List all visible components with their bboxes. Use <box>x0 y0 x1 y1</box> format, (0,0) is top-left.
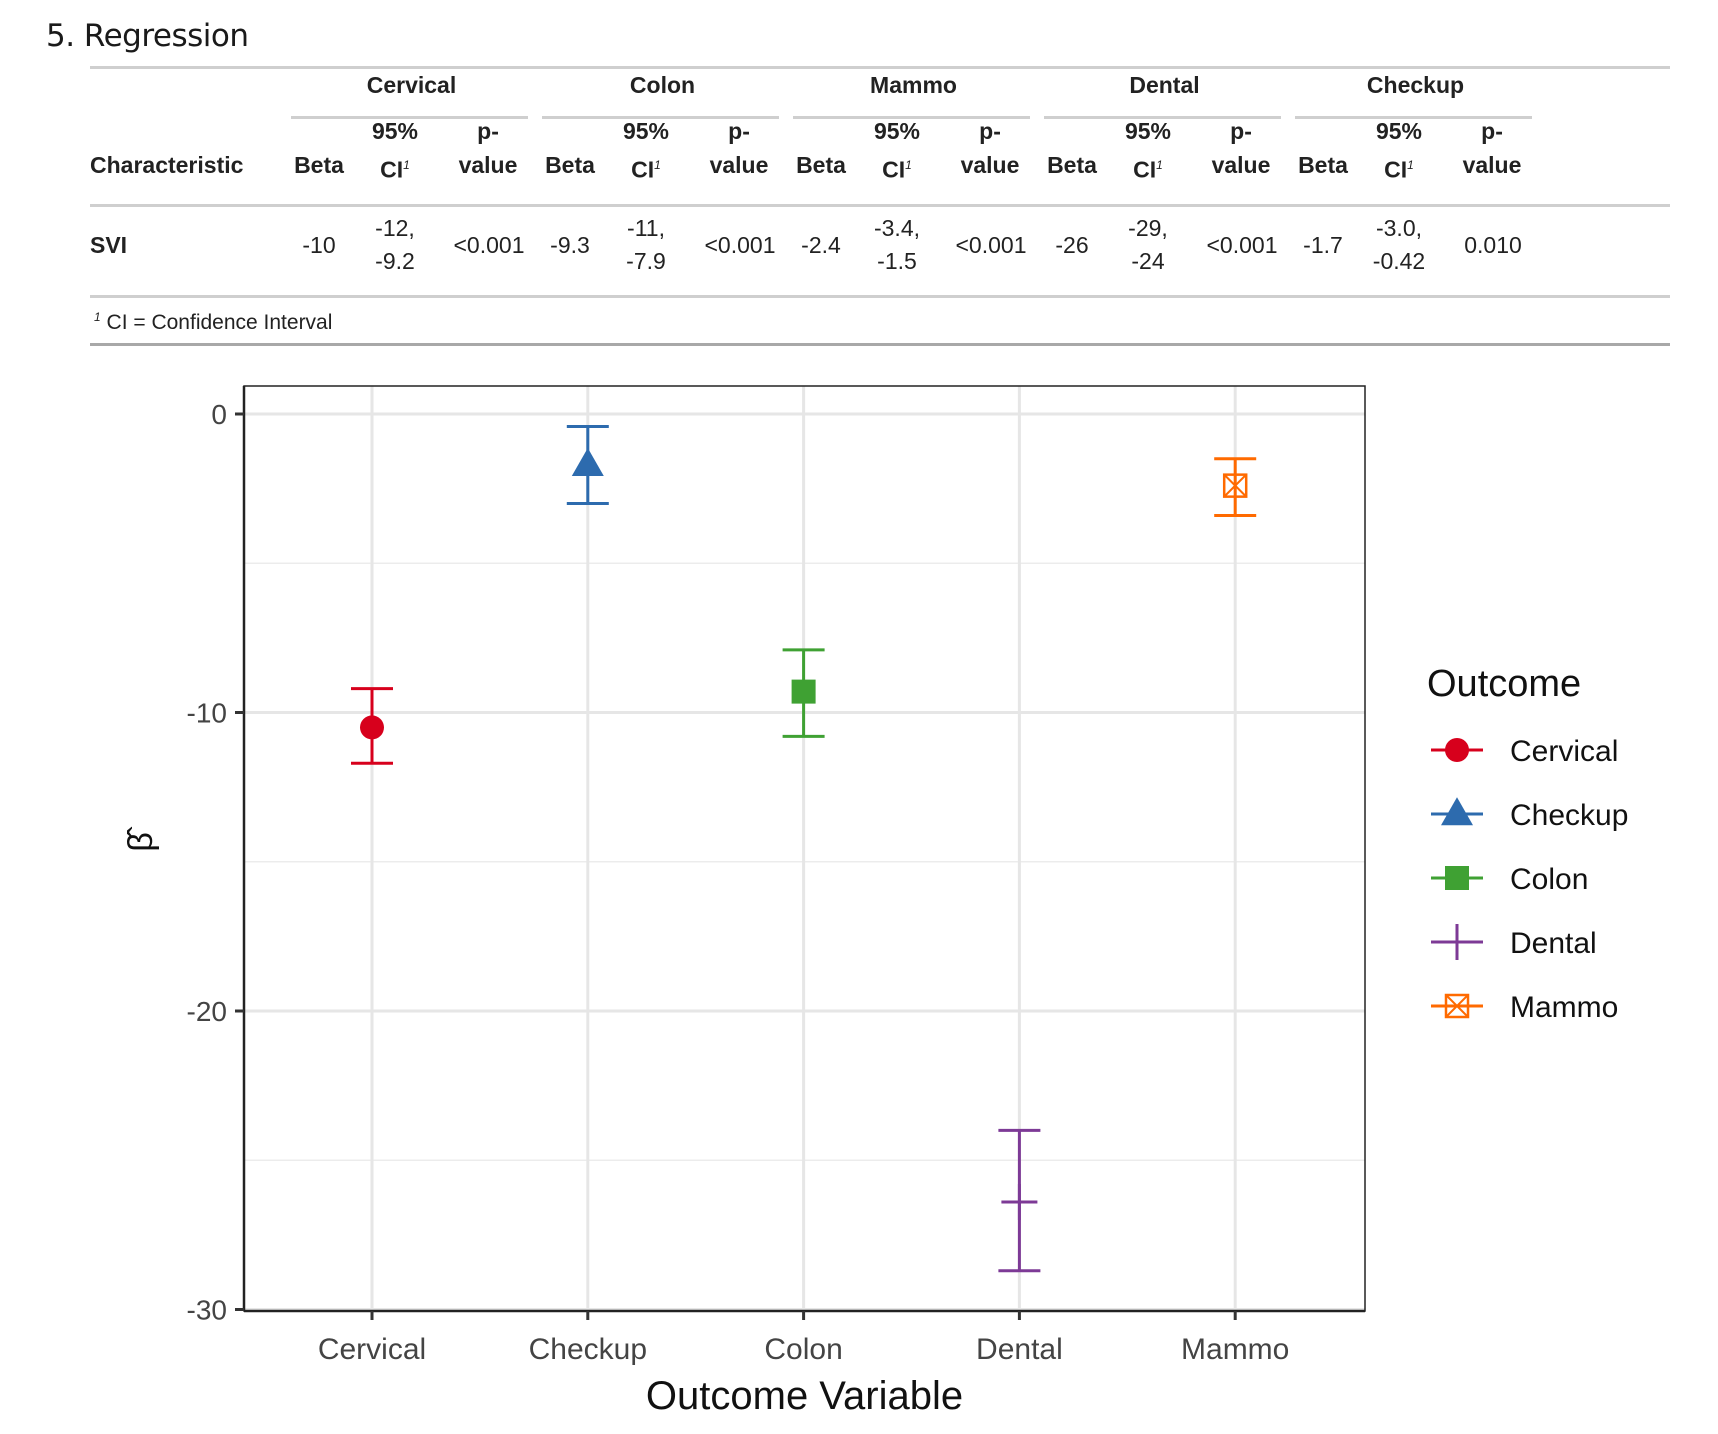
column-header-beta: Beta <box>796 152 846 178</box>
spanner-cervical: Cervical <box>366 72 457 98</box>
column-header-ci: 95% CI1 <box>371 118 419 183</box>
cell-p-value: <0.001 <box>1206 232 1278 258</box>
x-tick-label: Colon <box>764 1333 842 1366</box>
column-header-p-value: p- value <box>960 118 1020 178</box>
y-tick-label: -10 <box>187 698 227 729</box>
cell-ci: -3.0, -0.42 <box>1372 215 1426 274</box>
spanner-rule <box>1044 116 1281 119</box>
table-top-rule <box>90 66 1670 69</box>
cell-beta: -2.4 <box>801 232 841 258</box>
spanner-rule <box>291 116 528 119</box>
series-colon <box>782 648 825 738</box>
x-axis-title: Outcome Variable <box>646 1374 963 1418</box>
legend-title: Outcome <box>1427 663 1581 705</box>
checkup-triangle-marker <box>571 447 604 476</box>
cell-p-value: <0.001 <box>955 232 1027 258</box>
spanner-rule <box>542 116 779 119</box>
legend-label: Colon <box>1510 863 1588 896</box>
cell-p-value: <0.001 <box>453 232 525 258</box>
column-header-p-value: p- value <box>1211 118 1271 178</box>
column-header-ci: 95% CI1 <box>1375 118 1423 183</box>
legend-item-cervical: Cervical <box>1431 735 1618 768</box>
legend-label: Dental <box>1510 927 1597 960</box>
column-header-ci: 95% CI1 <box>1124 118 1172 183</box>
cell-beta: -1.7 <box>1303 232 1343 258</box>
cell-ci: -12, -9.2 <box>375 215 415 274</box>
section-title: 5. Regression <box>46 18 249 54</box>
spanner-checkup: Checkup <box>1366 72 1465 98</box>
legend-label: Checkup <box>1510 799 1628 832</box>
legend-colon-square-marker <box>1445 866 1469 890</box>
mammo-square-cross-marker <box>1222 473 1248 498</box>
legend: Outcome Cervical Checkup Colon Dental Mammo <box>1427 663 1628 1024</box>
cell-ci: -3.4, -1.5 <box>873 215 921 274</box>
cell-ci: -29, -24 <box>1128 215 1168 274</box>
row-label-svi: SVI <box>90 232 128 258</box>
series-checkup <box>566 425 609 506</box>
body-bottom-rule <box>90 295 1670 298</box>
table-bottom-rule <box>90 343 1670 346</box>
column-header-characteristic: Characteristic <box>90 152 244 178</box>
legend-checkup-triangle-marker <box>1441 797 1473 826</box>
spanner-colon: Colon <box>629 72 696 98</box>
cervical-circle-marker <box>360 715 384 740</box>
legend-mammo-square-cross-diag2 <box>1445 994 1469 1018</box>
y-tick-label: -20 <box>187 996 227 1027</box>
spanner-dental: Dental <box>1129 72 1200 98</box>
spanner-mammo: Mammo <box>870 72 957 98</box>
column-header-beta: Beta <box>294 152 344 178</box>
column-header-p-value: p- value <box>709 118 769 178</box>
legend-cervical-circle-marker <box>1445 738 1469 762</box>
series-mammo <box>1214 457 1257 517</box>
legend-item-mammo: Mammo <box>1431 991 1618 1024</box>
spanner-rule <box>1295 116 1532 119</box>
header-bottom-rule <box>90 204 1670 207</box>
cell-beta: -9.3 <box>550 232 590 258</box>
table-footnote: 1 CI = Confidence Interval <box>94 310 333 334</box>
legend-mammo-square-cross-marker <box>1444 993 1470 1019</box>
x-tick-label: Checkup <box>529 1333 647 1366</box>
x-tick-label: Mammo <box>1181 1333 1289 1366</box>
column-header-ci: 95% CI1 <box>873 118 921 183</box>
legend-label: Cervical <box>1510 735 1618 768</box>
legend-item-checkup: Checkup <box>1431 797 1628 832</box>
legend-label: Mammo <box>1510 991 1618 1024</box>
mammo-square-cross-diag2 <box>1223 473 1247 498</box>
series-dental <box>998 1128 1041 1273</box>
spanner-rule <box>793 116 1030 119</box>
legend-item-dental: Dental <box>1431 924 1597 960</box>
x-tick-label: Cervical <box>318 1333 426 1366</box>
column-header-beta: Beta <box>1298 152 1348 178</box>
x-tick-label: Dental <box>976 1333 1063 1366</box>
cell-p-value: <0.001 <box>704 232 776 258</box>
cell-beta: -26 <box>1055 232 1089 258</box>
column-header-p-value: p- value <box>458 118 518 178</box>
cell-beta: -10 <box>302 232 336 258</box>
colon-square-marker <box>791 679 816 704</box>
cell-ci: -11, -7.9 <box>626 215 666 274</box>
cell-p-value: 0.010 <box>1464 232 1522 258</box>
series-cervical <box>351 687 393 765</box>
column-header-beta: Beta <box>545 152 595 178</box>
column-header-beta: Beta <box>1047 152 1097 178</box>
y-tick-label: -30 <box>187 1295 227 1326</box>
y-tick-label: 0 <box>211 399 227 430</box>
y-axis-title: β̂ <box>122 826 160 852</box>
column-header-p-value: p- value <box>1462 118 1522 178</box>
legend-item-colon: Colon <box>1431 863 1588 896</box>
column-header-ci: 95% CI1 <box>622 118 670 183</box>
